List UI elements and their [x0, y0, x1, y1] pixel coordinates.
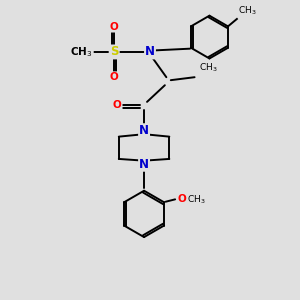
Text: N: N — [145, 45, 155, 58]
Text: S: S — [110, 45, 118, 58]
Text: CH$_3$: CH$_3$ — [70, 45, 93, 59]
Text: N: N — [139, 124, 149, 137]
Text: CH$_3$: CH$_3$ — [187, 193, 206, 206]
Text: O: O — [113, 100, 122, 110]
Text: O: O — [110, 22, 119, 32]
Text: O: O — [178, 194, 186, 204]
Text: CH$_3$: CH$_3$ — [238, 5, 257, 17]
Text: CH$_3$: CH$_3$ — [199, 62, 218, 74]
Text: O: O — [110, 72, 119, 82]
Text: N: N — [139, 158, 149, 171]
